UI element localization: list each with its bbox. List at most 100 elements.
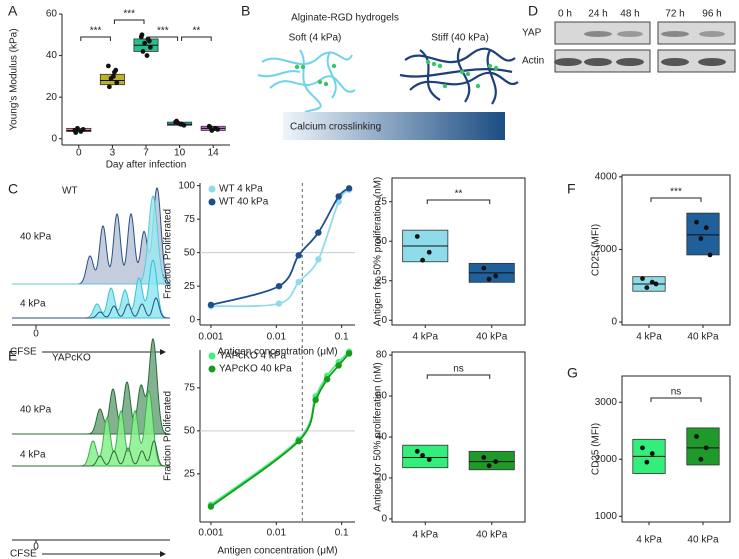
y-tick-label: 25 <box>184 281 196 292</box>
box <box>402 444 449 469</box>
stiff-network <box>399 47 519 105</box>
y-tick-label: 0 <box>381 315 387 326</box>
y-tick-label: 100 <box>178 180 195 191</box>
crosslinks <box>425 59 499 89</box>
soft-network <box>257 49 356 113</box>
significance-bracket <box>147 36 179 41</box>
y-axis-title: CD25 (MFI) <box>591 423 602 475</box>
y-tick-label: 50 <box>184 247 196 258</box>
data-point <box>426 457 432 462</box>
data-point <box>138 34 144 40</box>
data-point <box>707 252 713 258</box>
y-axis-title: Antigen for 50% proliferation (nM) <box>373 362 384 512</box>
data-point <box>142 40 148 46</box>
crosslinks <box>294 63 337 87</box>
flow-axis-label: CFSE <box>10 549 37 559</box>
data-point <box>644 285 650 290</box>
soft-label: Soft (4 kPa) <box>289 33 342 44</box>
y-tick-label: 40 <box>376 432 388 443</box>
y-tick-label: 0 <box>611 317 617 328</box>
x-tick-label: 4 kPa <box>412 530 438 541</box>
panel-letter: D <box>528 3 538 19</box>
data-point <box>315 229 322 236</box>
data-point <box>345 350 353 357</box>
data-point <box>207 124 213 130</box>
data-point <box>215 127 220 132</box>
x-tick-label: 0.001 <box>198 332 223 343</box>
data-point <box>295 252 302 259</box>
blot <box>554 21 736 73</box>
data-point <box>275 300 283 307</box>
x-tick-label: 40 kPa <box>687 535 719 546</box>
panel-letter: A <box>8 3 18 19</box>
y-tick-label: 0 <box>51 133 57 144</box>
significance-label: *** <box>670 187 682 198</box>
x-tick-label: 3 <box>110 148 116 159</box>
x-tick-label: 40 kPa <box>687 332 719 343</box>
x-tick-label: 7 <box>143 148 149 159</box>
data-point <box>335 362 342 369</box>
x-tick-label: 4 kPa <box>636 535 662 546</box>
histogram <box>12 338 170 435</box>
y-axis-title: Fraction Proliferated <box>163 209 174 299</box>
data-point <box>80 127 86 132</box>
x-tick-label: 40 kPa <box>476 530 508 541</box>
significance-label: ns <box>453 364 464 375</box>
x-tick-label: 0.01 <box>267 528 287 539</box>
x-tick-label: 0.1 <box>335 528 349 539</box>
y-tick-label: 1000 <box>595 511 618 522</box>
y-axis-title: Antigen for 50% proliferation (nM) <box>373 177 384 327</box>
y-tick-label: 20 <box>376 473 388 484</box>
data-point <box>140 49 146 54</box>
y-tick-label: 75 <box>376 196 388 207</box>
y-tick-label: 60 <box>46 9 58 20</box>
time-label: 48 h <box>620 9 639 20</box>
y-tick-label: 75 <box>184 382 196 393</box>
significance-label: ** <box>455 189 463 200</box>
histogram <box>12 297 170 319</box>
y-tick-label: 50 <box>184 425 196 436</box>
data-point <box>75 125 80 131</box>
significance-bracket <box>181 36 212 41</box>
legend-marker <box>208 352 216 360</box>
x-tick-label: 0.01 <box>267 332 287 343</box>
legend-label: YAPcKO 40 kPa <box>219 364 292 375</box>
y-tick-label: 60 <box>376 391 388 402</box>
data-point <box>414 448 420 454</box>
data-point <box>105 63 111 69</box>
data-point <box>207 503 215 510</box>
data-point <box>644 459 650 465</box>
significance-label: *** <box>123 9 135 20</box>
data-point <box>653 281 659 287</box>
row-label: YAP <box>522 28 542 39</box>
significance-bracket <box>113 19 145 24</box>
legend-label: YAPcKO 4 kPa <box>219 351 287 362</box>
legend-marker <box>208 365 216 373</box>
plot-frame <box>621 375 731 523</box>
y-tick-label: 3000 <box>595 397 618 408</box>
diagram-title: Alginate-RGD hydrogels <box>291 13 399 24</box>
data-point <box>275 282 283 290</box>
legend-label: WT 4 kPa <box>219 184 263 195</box>
time-label: 96 h <box>702 9 721 20</box>
significance-bracket <box>426 374 491 379</box>
y-tick-label: 0 <box>381 514 387 525</box>
x-tick-label: 14 <box>208 148 220 159</box>
legend-marker <box>208 198 216 206</box>
data-point <box>694 219 699 225</box>
data-point <box>147 44 153 50</box>
flow-title: WT <box>62 186 78 197</box>
y-tick-label: 4000 <box>595 171 618 182</box>
data-point <box>698 456 704 462</box>
flow-tick-label: 0 <box>33 542 39 553</box>
data-point <box>703 225 709 231</box>
panel-letter: G <box>567 365 578 381</box>
y-axis-title: CD25 (MFI) <box>591 224 602 276</box>
data-point <box>493 273 499 279</box>
data-point <box>486 463 492 469</box>
significance-bracket <box>426 199 491 204</box>
legend-marker <box>208 185 216 193</box>
time-label: 0 h <box>558 9 572 20</box>
